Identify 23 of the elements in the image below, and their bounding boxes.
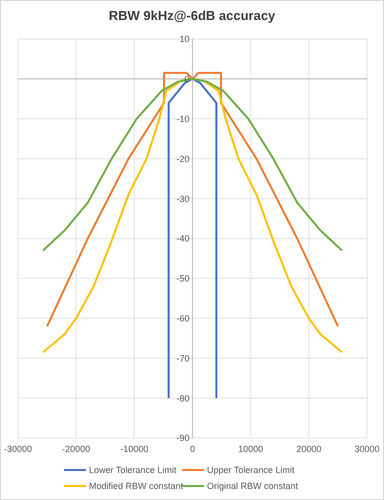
y-tick-label: -70 bbox=[176, 353, 190, 364]
x-tick-label: 10000 bbox=[238, 444, 264, 454]
chart-title: RBW 9kHz@-6dB accuracy bbox=[108, 8, 276, 23]
y-tick-label: -20 bbox=[176, 154, 190, 164]
y-tick-label: -60 bbox=[176, 313, 190, 324]
y-tick-label: -10 bbox=[176, 114, 190, 124]
legend-label: Upper Tolerance Limit bbox=[207, 465, 295, 476]
line-series bbox=[42, 78, 343, 252]
x-tick-label: -30000 bbox=[4, 444, 32, 454]
y-tick-label: -40 bbox=[176, 234, 190, 244]
y-tick-label: 0 bbox=[184, 74, 190, 84]
x-tick-label: -20000 bbox=[62, 444, 90, 454]
y-tick-label: -50 bbox=[176, 274, 190, 284]
x-tick-label: 20000 bbox=[296, 444, 322, 454]
y-tick-label: -90 bbox=[176, 433, 190, 444]
legend-label: Modified RBW constant bbox=[89, 481, 184, 492]
y-tick-label: -30 bbox=[176, 194, 190, 204]
y-tick-label: -80 bbox=[176, 393, 190, 404]
legend-label: Lower Tolerance Limit bbox=[89, 465, 177, 476]
x-tick-label: -10000 bbox=[120, 444, 148, 454]
x-tick-label: 30000 bbox=[354, 444, 380, 454]
legend-label: Original RBW constant bbox=[207, 481, 299, 492]
y-tick-label: 10 bbox=[179, 34, 190, 44]
